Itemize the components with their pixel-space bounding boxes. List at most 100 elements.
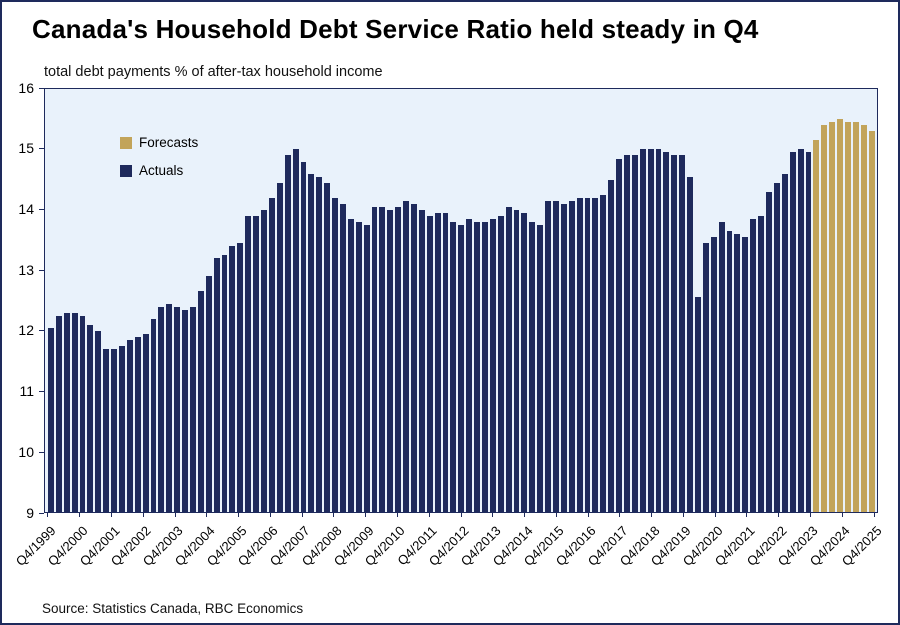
bar-actual (600, 194, 607, 512)
bar-actual (616, 158, 623, 512)
bar-actual (292, 149, 299, 512)
bar-actual (387, 209, 394, 512)
bar-actual (671, 155, 678, 512)
bar-actual (355, 221, 362, 512)
source-note: Source: Statistics Canada, RBC Economics (42, 601, 304, 616)
y-tick (39, 451, 44, 453)
bar-actual (758, 215, 765, 512)
y-tick (39, 87, 44, 89)
bar-actual (734, 234, 741, 512)
x-tick (841, 513, 843, 517)
chart-title: Canada's Household Debt Service Ratio he… (32, 14, 759, 44)
bar-actual (134, 336, 141, 512)
bar-actual (442, 212, 449, 512)
x-tick (809, 513, 811, 517)
chart-subtitle: total debt payments % of after-tax house… (44, 64, 383, 80)
bar-actual (750, 218, 757, 512)
bar-actual (182, 309, 189, 512)
bars (45, 89, 877, 512)
bar-actual (347, 218, 354, 512)
bar-actual (702, 243, 709, 512)
bar-actual (174, 306, 181, 512)
bar-actual (221, 255, 228, 512)
bar-actual (111, 348, 118, 512)
bar-forecast (829, 122, 836, 512)
bar-actual (505, 206, 512, 512)
bar-actual (608, 179, 615, 512)
x-tick (333, 513, 335, 517)
x-tick (428, 513, 430, 517)
bar-actual (466, 218, 473, 512)
bar-actual (363, 224, 370, 512)
bar-actual (647, 149, 654, 512)
bar-actual (695, 297, 701, 512)
x-tick (524, 513, 526, 517)
x-tick (111, 513, 112, 517)
bar-actual (103, 348, 110, 512)
y-tick (39, 391, 44, 393)
bar-actual (308, 173, 315, 512)
bar-actual (158, 306, 165, 512)
x-tick (714, 513, 716, 517)
bar-actual (261, 209, 267, 512)
y-tick-label: 13 (18, 261, 34, 278)
bar-actual (197, 291, 204, 512)
bar-actual (655, 149, 662, 512)
bar-actual (410, 203, 417, 512)
y-axis: 9 10 11 12 13 14 15 16 (2, 80, 44, 521)
bar-actual (805, 152, 812, 512)
bar-actual (339, 203, 346, 512)
bar-actual (576, 197, 583, 512)
bar-actual (450, 221, 457, 512)
bar-actual (624, 155, 630, 512)
bar-actual (79, 315, 86, 512)
bar-forecast (844, 122, 851, 512)
bar-actual (742, 237, 749, 512)
bar-actual (126, 339, 133, 512)
x-tick (587, 513, 589, 517)
bar-actual (592, 197, 599, 512)
bar-actual (726, 231, 733, 512)
bar-actual (300, 161, 307, 512)
y-tick (39, 148, 44, 150)
bar-actual (253, 215, 260, 512)
bar-actual (142, 333, 149, 512)
x-tick (682, 513, 684, 517)
bar-actual (639, 149, 646, 512)
bar-actual (119, 345, 125, 512)
bar-actual (710, 237, 717, 512)
bar-forecast (868, 131, 875, 512)
bar-actual (545, 200, 551, 512)
bar-actual (497, 215, 504, 512)
plot-area: Forecasts Actuals (44, 88, 878, 513)
y-tick-label: 15 (18, 140, 34, 157)
bar-actual (48, 327, 54, 512)
bar-actual (237, 243, 244, 512)
x-tick (651, 513, 653, 517)
bar-actual (568, 200, 575, 512)
bar-actual (584, 197, 591, 512)
y-tick-label: 12 (18, 322, 34, 339)
x-tick (555, 513, 557, 517)
bar-actual (718, 221, 725, 512)
x-tick (365, 513, 367, 517)
bar-actual (55, 315, 62, 512)
bar-actual (332, 197, 338, 512)
bar-actual (379, 206, 386, 512)
bar-actual (418, 209, 425, 512)
bar-actual (789, 152, 796, 512)
x-tick (746, 513, 748, 517)
bar-actual (687, 176, 694, 512)
bar-actual (474, 221, 480, 512)
y-tick-label: 10 (18, 443, 34, 460)
x-tick (460, 513, 462, 517)
bar-actual (434, 212, 441, 512)
bar-actual (773, 182, 780, 512)
bar-actual (403, 200, 409, 512)
x-tick (873, 513, 875, 517)
bar-actual (631, 155, 638, 512)
bar-actual (71, 312, 78, 512)
y-tick (39, 330, 44, 332)
forecasts-swatch-icon (120, 136, 132, 149)
